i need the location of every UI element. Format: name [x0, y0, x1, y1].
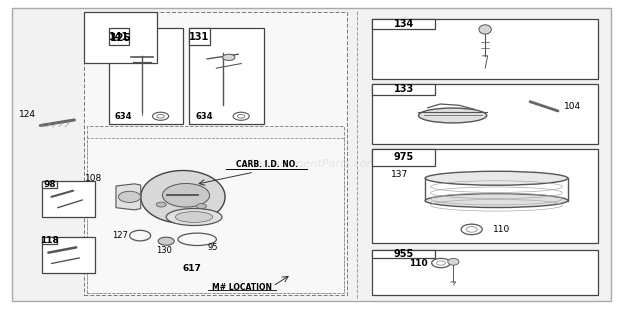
Text: 127: 127 — [112, 231, 128, 240]
Bar — [42, 181, 57, 188]
Polygon shape — [116, 184, 141, 210]
Ellipse shape — [166, 208, 222, 226]
Bar — [372, 149, 598, 243]
Bar — [42, 237, 57, 244]
Bar — [84, 12, 157, 63]
Text: eReplacementParts.com: eReplacementParts.com — [242, 159, 378, 169]
Bar — [372, 19, 435, 29]
Text: 130: 130 — [156, 246, 172, 255]
Bar — [108, 28, 130, 45]
Ellipse shape — [425, 171, 568, 185]
Bar — [372, 250, 435, 258]
Text: M# LOCATION: M# LOCATION — [212, 283, 272, 292]
Text: 131: 131 — [189, 32, 210, 42]
Circle shape — [158, 237, 174, 245]
Text: 634: 634 — [195, 112, 213, 121]
Circle shape — [118, 191, 141, 202]
Circle shape — [156, 202, 166, 207]
Text: 134: 134 — [394, 19, 414, 29]
Circle shape — [223, 54, 235, 60]
Circle shape — [197, 204, 206, 209]
Circle shape — [162, 184, 210, 207]
Text: CARB. I.D. NO.: CARB. I.D. NO. — [236, 160, 298, 169]
Bar — [87, 126, 344, 293]
Bar — [189, 28, 264, 124]
Bar — [87, 138, 344, 293]
Bar — [372, 19, 598, 79]
Text: 124: 124 — [19, 110, 37, 119]
Text: 617: 617 — [183, 264, 202, 273]
Text: 110: 110 — [494, 225, 511, 234]
Text: 133: 133 — [394, 84, 414, 94]
Text: 108: 108 — [85, 174, 102, 183]
Ellipse shape — [479, 25, 491, 34]
Ellipse shape — [448, 258, 459, 265]
Bar — [84, 12, 347, 294]
Text: 104: 104 — [564, 102, 582, 111]
Text: 137: 137 — [391, 170, 408, 179]
Text: 955: 955 — [394, 249, 414, 259]
Text: 975: 975 — [394, 152, 414, 162]
Text: 110: 110 — [409, 259, 427, 268]
Ellipse shape — [425, 193, 568, 208]
Text: 125: 125 — [110, 33, 131, 43]
Bar — [42, 181, 95, 217]
Text: 118: 118 — [40, 236, 59, 245]
Bar — [372, 250, 598, 294]
Bar — [42, 237, 95, 273]
Polygon shape — [141, 170, 225, 223]
Text: 98: 98 — [43, 180, 56, 189]
Text: 95: 95 — [208, 243, 218, 252]
Text: 141: 141 — [108, 32, 129, 42]
Bar — [372, 84, 598, 144]
Bar — [189, 28, 210, 45]
Ellipse shape — [175, 211, 213, 223]
Bar — [108, 28, 183, 124]
Text: 634: 634 — [115, 112, 132, 121]
Bar — [372, 149, 435, 166]
Ellipse shape — [418, 108, 487, 123]
Bar — [372, 84, 435, 95]
